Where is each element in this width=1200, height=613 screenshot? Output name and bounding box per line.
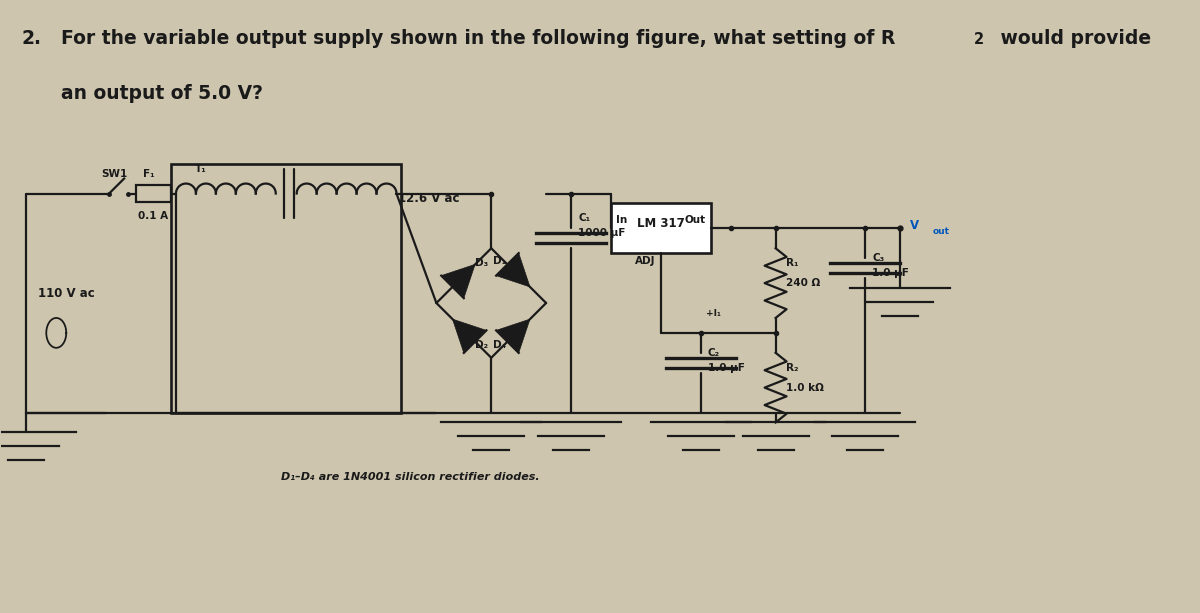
Text: F₁: F₁ <box>143 169 155 178</box>
Text: D₃: D₃ <box>475 258 488 268</box>
Text: SW1: SW1 <box>101 169 127 178</box>
Text: C₃: C₃ <box>872 253 884 263</box>
Text: D₂: D₂ <box>475 340 488 350</box>
Text: D₁: D₁ <box>493 256 506 266</box>
Bar <box>611 204 710 253</box>
Text: C₁: C₁ <box>578 213 590 223</box>
Text: V: V <box>911 219 919 232</box>
Text: 1.0 μF: 1.0 μF <box>872 268 910 278</box>
Text: 1000 μF: 1000 μF <box>578 228 625 238</box>
Text: ADJ: ADJ <box>635 256 656 266</box>
Polygon shape <box>496 253 530 287</box>
Text: 2: 2 <box>974 32 984 47</box>
Text: out: out <box>932 227 949 236</box>
Text: 0.1 A: 0.1 A <box>138 211 168 221</box>
Text: an output of 5.0 V?: an output of 5.0 V? <box>61 84 263 103</box>
Text: In: In <box>616 215 628 226</box>
Text: R₂: R₂ <box>786 363 798 373</box>
Text: D₄: D₄ <box>493 340 506 350</box>
Text: 110 V ac: 110 V ac <box>38 286 95 300</box>
Polygon shape <box>496 319 530 353</box>
Text: 2.: 2. <box>22 29 41 48</box>
Text: 240 Ω: 240 Ω <box>786 278 820 288</box>
Text: 1.0 kΩ: 1.0 kΩ <box>786 383 823 393</box>
Bar <box>136 185 170 202</box>
Text: LM 317: LM 317 <box>637 217 685 230</box>
Text: Out: Out <box>685 215 706 226</box>
Text: 12.6 V ac: 12.6 V ac <box>398 192 460 205</box>
Bar <box>170 164 402 413</box>
Text: R₁: R₁ <box>786 258 798 268</box>
Text: T₁: T₁ <box>196 164 206 173</box>
Text: C₂: C₂ <box>708 348 720 358</box>
Text: 1.0 μF: 1.0 μF <box>708 363 745 373</box>
Text: For the variable output supply shown in the following figure, what setting of R: For the variable output supply shown in … <box>61 29 895 48</box>
Text: +I₁: +I₁ <box>706 309 721 318</box>
Text: would provide: would provide <box>994 29 1151 48</box>
Polygon shape <box>452 319 486 353</box>
Text: D₁–D₄ are 1N4001 silicon rectifier diodes.: D₁–D₄ are 1N4001 silicon rectifier diode… <box>281 472 539 482</box>
Polygon shape <box>442 264 475 298</box>
